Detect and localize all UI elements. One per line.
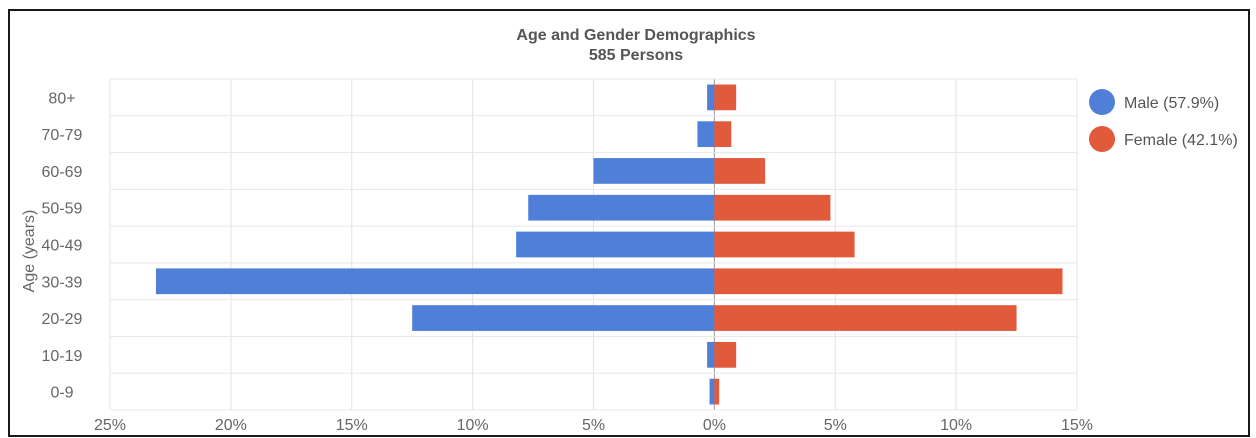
x-tick-label: 0% xyxy=(703,417,726,434)
legend-marker xyxy=(1089,126,1115,152)
x-tick-label: 15% xyxy=(336,417,368,434)
bar xyxy=(709,378,715,405)
x-tick-label: 10% xyxy=(457,417,489,434)
y-tick-label: 30-39 xyxy=(42,274,83,291)
y-tick-label: 50-59 xyxy=(42,201,83,218)
bar xyxy=(714,194,831,221)
y-tick-label: 70-79 xyxy=(42,127,83,144)
bar xyxy=(155,268,715,295)
y-tick-label: 10-19 xyxy=(42,348,83,365)
legend-label: Female (42.1%) xyxy=(1124,132,1238,149)
bar xyxy=(714,305,1017,331)
bar-layer xyxy=(155,84,1063,405)
bar xyxy=(528,194,715,221)
bar xyxy=(593,158,715,184)
chart-subtitle: 585 Persons xyxy=(589,47,683,64)
chart-frame: Age and Gender Demographics 585 Persons … xyxy=(8,9,1250,437)
bar xyxy=(714,268,1063,295)
bar xyxy=(516,231,715,258)
population-pyramid-chart: Age and Gender Demographics 585 Persons … xyxy=(21,27,1238,434)
y-tick-label: 60-69 xyxy=(42,164,83,181)
x-tick-labels: 25% 20% 15% 10% 5% 0% 5% 10% 15% xyxy=(94,417,1093,434)
bar xyxy=(714,341,737,368)
bar xyxy=(714,84,737,111)
legend-marker xyxy=(1089,89,1115,115)
bar xyxy=(697,121,715,148)
y-tick-label: 40-49 xyxy=(42,238,83,255)
chart-title: Age and Gender Demographics xyxy=(516,27,755,44)
bar xyxy=(707,84,715,111)
y-tick-label: 20-29 xyxy=(42,311,83,328)
y-tick-label: 80+ xyxy=(48,90,75,107)
legend-label: Male (57.9%) xyxy=(1124,95,1219,112)
y-tick-label: 0-9 xyxy=(50,385,73,402)
bar xyxy=(714,121,732,148)
y-axis-title: Age (years) xyxy=(21,210,38,293)
x-tick-label: 20% xyxy=(215,417,247,434)
x-tick-label: 5% xyxy=(582,417,605,434)
legend: Male (57.9%) Female (42.1%) xyxy=(1089,89,1238,152)
x-tick-label: 10% xyxy=(940,417,972,434)
bar xyxy=(412,305,715,331)
x-tick-label: 25% xyxy=(94,417,126,434)
y-tick-labels: 80+ 70-79 60-69 50-59 40-49 30-39 20-29 10-19 0-… xyxy=(42,90,83,401)
x-tick-label: 5% xyxy=(824,417,847,434)
bar xyxy=(707,341,715,368)
bar xyxy=(714,158,766,184)
bar xyxy=(714,231,855,258)
x-tick-label: 15% xyxy=(1061,417,1093,434)
bar xyxy=(714,378,720,405)
